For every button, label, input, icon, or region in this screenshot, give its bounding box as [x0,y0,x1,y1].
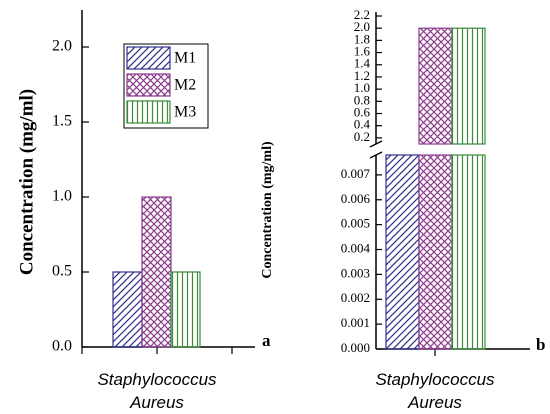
y-tick-label: 0.000 [341,340,370,355]
y-tick-label: 0.005 [341,216,370,231]
y-tick-label: 0.8 [354,92,370,107]
y-axis-title: Concentration (mg/ml) [16,89,37,275]
y-axis-title: Concentration (mg/ml) [260,141,275,279]
y-tick-label: 1.0 [52,188,72,205]
panel-label: a [262,331,271,350]
axis-break [369,151,383,159]
y-tick-label: 0.0 [52,338,72,355]
y-tick-label: 0.001 [341,315,370,330]
y-tick-label: 0.007 [341,166,371,181]
legend-swatch [126,73,171,97]
y-tick-label: 0.006 [341,191,371,206]
x-category-label: Staphylococcus Aureus [375,370,495,412]
y-tick-label: 0.2 [354,129,370,144]
bar-upper [451,27,486,145]
x-category-label: Staphylococcus Aureus [97,370,217,412]
y-tick-label: 1.5 [52,113,72,130]
y-tick-label: 0.4 [354,117,371,132]
bar [141,196,172,348]
axis-break [369,140,383,148]
y-tick-label: 2.0 [52,38,72,55]
y-tick-label: 0.5 [52,263,72,280]
y-tick-label: 1.0 [354,80,370,95]
y-tick-label: 1.2 [354,68,370,83]
legend-swatch [126,100,171,124]
bar [170,271,201,348]
y-tick-label: 0.6 [354,105,371,120]
panel-label: b [536,335,545,354]
bar-upper [418,27,453,145]
bar-lower [451,154,486,350]
legend-label: M1 [174,50,196,67]
legend-label: M2 [174,77,196,94]
y-tick-label: 1.6 [354,44,371,59]
y-tick-label: 0.004 [341,240,371,255]
bar [385,154,420,350]
bar [112,271,143,348]
legend-swatch [126,46,171,70]
y-tick-label: 1.4 [354,56,371,71]
y-tick-label: 1.8 [354,31,370,46]
y-tick-label: 2.0 [354,19,370,34]
legend-label: M3 [174,104,196,121]
y-tick-label: 2.2 [354,7,370,22]
bar-lower [418,154,453,350]
y-tick-label: 0.002 [341,290,370,305]
y-tick-label: 0.003 [341,265,370,280]
